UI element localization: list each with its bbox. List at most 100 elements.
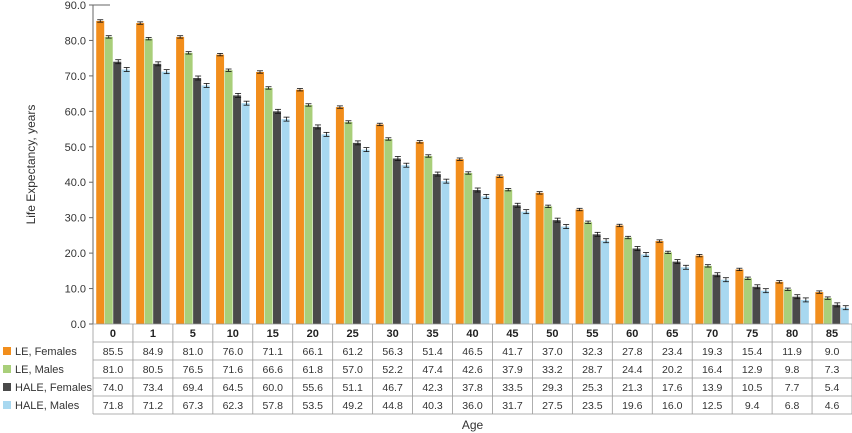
y-tick-label: 70.0 (65, 71, 86, 83)
x-category-label: 45 (506, 328, 518, 340)
bar (472, 190, 481, 324)
data-label: 9.0 (825, 346, 840, 358)
data-label: 66.6 (263, 364, 284, 376)
x-category-label: 0 (110, 328, 116, 340)
data-label: 33.2 (542, 364, 563, 376)
bar (361, 149, 370, 324)
data-label: 32.3 (582, 346, 603, 358)
bar (201, 85, 210, 324)
bar (281, 119, 290, 325)
bar (561, 226, 570, 324)
data-label: 76.0 (223, 346, 244, 358)
bar (624, 237, 633, 324)
data-label: 52.2 (382, 364, 403, 376)
data-label: 27.8 (622, 346, 643, 358)
data-label: 13.9 (702, 382, 723, 394)
data-label: 62.3 (223, 400, 244, 412)
bar (481, 196, 490, 324)
y-tick-label: 50.0 (65, 142, 86, 154)
data-label: 24.4 (622, 364, 643, 376)
bar (792, 296, 801, 324)
bar (441, 181, 450, 324)
bar (521, 211, 530, 324)
data-label: 71.1 (263, 346, 284, 358)
data-label: 15.4 (742, 346, 763, 358)
bar (815, 292, 824, 324)
y-tick-label: 30.0 (65, 213, 86, 225)
data-label: 51.4 (422, 346, 443, 358)
bar (575, 209, 584, 324)
bar (720, 279, 729, 324)
bar (176, 36, 185, 325)
legend-swatch (3, 401, 11, 409)
bar (760, 290, 769, 324)
data-label: 66.1 (302, 346, 323, 358)
legend-label: HALE, Females (15, 382, 93, 394)
bar (241, 103, 250, 324)
data-label: 71.6 (223, 364, 244, 376)
data-label: 27.5 (542, 400, 563, 412)
data-label: 37.9 (502, 364, 523, 376)
bar (752, 286, 761, 324)
bar (823, 298, 832, 324)
bar (695, 255, 704, 324)
bar (663, 252, 672, 324)
data-label: 73.4 (143, 382, 164, 394)
legend-label: LE, Females (15, 346, 77, 358)
x-category-label: 50 (546, 328, 558, 340)
data-label: 9.4 (745, 400, 760, 412)
data-label: 23.5 (582, 400, 603, 412)
x-category-label: 10 (227, 328, 239, 340)
data-label: 19.3 (702, 346, 723, 358)
x-category-label: 55 (586, 328, 598, 340)
x-category-label: 70 (706, 328, 718, 340)
data-label: 81.0 (183, 346, 204, 358)
x-category-label: 85 (826, 328, 838, 340)
bar (344, 121, 353, 324)
data-label: 44.8 (382, 400, 403, 412)
data-label: 36.0 (462, 400, 483, 412)
x-category-label: 15 (267, 328, 279, 340)
x-category-label: 60 (626, 328, 638, 340)
x-category-label: 20 (307, 328, 319, 340)
data-label: 60.0 (263, 382, 284, 394)
legend-swatch (3, 383, 11, 391)
bar (144, 38, 153, 325)
bar (703, 265, 712, 324)
data-label: 11.9 (782, 346, 802, 358)
x-category-label: 40 (466, 328, 478, 340)
bar (601, 240, 610, 324)
bar (641, 254, 650, 324)
data-label: 19.6 (622, 400, 643, 412)
bar (800, 299, 809, 324)
bar (153, 63, 162, 325)
y-tick-label: 90.0 (65, 0, 86, 12)
data-label: 6.8 (785, 400, 800, 412)
x-category-label: 35 (426, 328, 438, 340)
bar (295, 89, 304, 324)
data-label: 7.3 (825, 364, 840, 376)
data-label: 4.6 (825, 400, 840, 412)
bar (335, 107, 344, 324)
bar (735, 269, 744, 324)
x-category-label: 25 (347, 328, 359, 340)
data-label: 84.9 (143, 346, 164, 358)
bar (96, 20, 105, 324)
x-category-label: 80 (786, 328, 798, 340)
bar (432, 174, 441, 324)
data-label: 40.3 (422, 400, 443, 412)
data-label: 67.3 (183, 400, 204, 412)
bar (375, 124, 384, 324)
bar (424, 155, 433, 324)
data-label: 17.6 (662, 382, 683, 394)
data-label: 76.5 (183, 364, 204, 376)
data-label: 71.8 (103, 400, 124, 412)
bar (680, 267, 689, 324)
data-label: 12.5 (702, 400, 723, 412)
data-label: 28.7 (582, 364, 603, 376)
bar (584, 222, 593, 324)
data-label: 37.0 (542, 346, 563, 358)
bar (832, 304, 841, 324)
bar (401, 165, 410, 324)
